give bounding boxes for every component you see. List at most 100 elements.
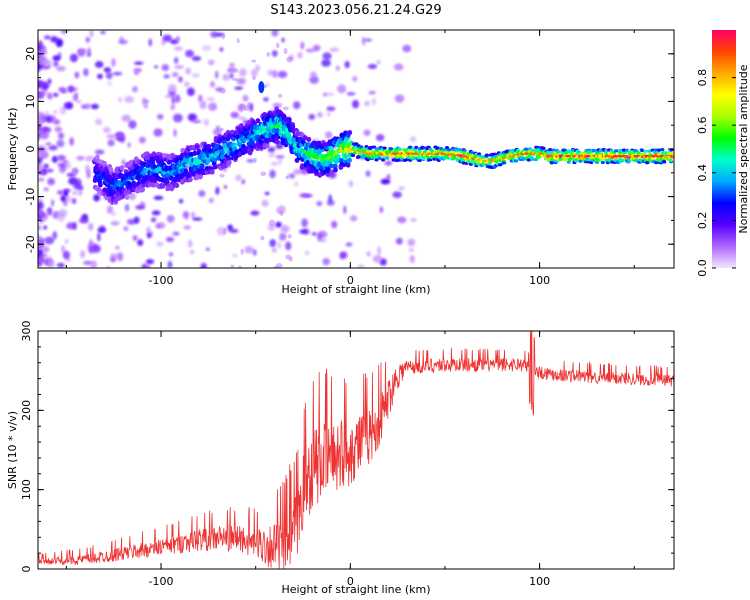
heatmap-core-cell — [262, 129, 264, 133]
heatmap-core-cell — [503, 156, 505, 160]
heatmap-noise-cell — [38, 199, 42, 203]
heatmap-noise-cell — [75, 99, 82, 104]
heatmap-ridge-cell — [624, 148, 629, 152]
heatmap-ridge-cell — [437, 149, 442, 153]
heatmap-ridge-cell — [306, 136, 312, 143]
heatmap-noise-cell — [106, 134, 116, 139]
heatmap-ridge-cell — [108, 166, 114, 173]
heatmap-noise-cell — [38, 124, 42, 131]
heatmap-core-cell — [116, 183, 119, 187]
heatmap-noise-cell — [208, 102, 218, 111]
heatmap-core-cell — [616, 154, 619, 158]
heatmap-noise-cell — [283, 47, 288, 55]
heatmap-noise-cell — [328, 194, 332, 203]
heatmap-noise-cell — [89, 30, 94, 38]
heatmap-noise-cell — [117, 252, 124, 262]
heatmap-noise-cell — [253, 157, 257, 163]
heatmap-core-cell — [572, 154, 574, 158]
heatmap-core-cell — [551, 154, 554, 158]
heatmap-noise-cell — [242, 94, 249, 102]
heatmap-noise-cell — [43, 187, 49, 192]
heatmap-noise-cell — [350, 215, 358, 222]
heatmap-noise-cell — [299, 229, 308, 234]
snr-y-label: SNR (10 * v/v) — [6, 411, 19, 489]
heatmap-core-cell — [304, 150, 306, 154]
heatmap-noise-cell — [78, 48, 87, 54]
heatmap-ridge-cell — [290, 124, 296, 130]
heatmap-ridge-cell — [347, 157, 352, 163]
heatmap-noise-cell — [175, 36, 180, 42]
heatmap-ridge-cell — [566, 160, 571, 164]
heatmap-ridge-cell — [164, 179, 170, 185]
heatmap-core-cell — [429, 152, 431, 155]
heatmap-noise-cell — [266, 51, 271, 57]
heatmap-noise-cell — [169, 252, 173, 257]
heatmap-ridge-cell — [131, 180, 137, 186]
heatmap-noise-cell — [171, 96, 176, 105]
axis-tick-label: 0.6 — [696, 116, 709, 134]
heatmap-noise-cell — [207, 59, 215, 66]
heatmap-ridge-cell — [462, 148, 467, 153]
heatmap-noise-cell — [372, 98, 376, 105]
heatmap-core-cell — [472, 157, 474, 160]
heatmap-ridge-cell — [382, 146, 387, 150]
heatmap-core-cell — [380, 152, 382, 155]
heatmap-noise-cell — [275, 143, 284, 149]
heatmap-core-cell — [104, 179, 106, 182]
heatmap-noise-cell — [234, 86, 244, 90]
heatmap-core-cell — [413, 152, 415, 155]
heatmap-core-cell — [482, 159, 484, 163]
heatmap-noise-cell — [166, 214, 175, 223]
heatmap-noise-cell — [239, 103, 247, 110]
heatmap-core-cell — [524, 152, 527, 155]
heatmap-noise-cell — [219, 127, 224, 132]
heatmap-ridge-cell — [141, 182, 146, 188]
heatmap-noise-cell — [57, 190, 64, 195]
heatmap-core-cell — [327, 157, 329, 160]
heatmap-noise-cell — [156, 241, 164, 247]
heatmap-core-cell — [614, 154, 616, 158]
heatmap-ridge-cell — [206, 143, 211, 150]
heatmap-noise-cell — [260, 171, 267, 177]
heatmap-core-cell — [525, 152, 528, 155]
heatmap-ridge-cell — [313, 169, 319, 175]
heatmap-noise-cell — [38, 236, 42, 240]
heatmap-core-cell — [295, 144, 297, 148]
heatmap-noise-cell — [271, 30, 279, 37]
heatmap-noise-cell — [132, 235, 138, 241]
heatmap-ridge-cell — [391, 158, 396, 162]
heatmap-ridge-cell — [188, 176, 193, 183]
heatmap-core-cell — [646, 154, 648, 158]
heatmap-ridge-cell — [576, 150, 581, 154]
heatmap-noise-cell — [71, 198, 77, 204]
heatmap-noise-cell — [73, 182, 83, 190]
heatmap-noise-cell — [57, 51, 62, 60]
heatmap-ridge-cell — [381, 158, 386, 162]
heatmap-noise-cell — [286, 56, 293, 63]
heatmap-noise-cell — [199, 100, 207, 110]
heatmap-noise-cell — [90, 103, 99, 110]
heatmap-noise-cell — [202, 45, 212, 52]
heatmap-noise-cell — [277, 241, 282, 249]
heatmap-noise-cell — [386, 173, 391, 181]
heatmap-noise-cell — [215, 70, 219, 79]
heatmap-noise-cell — [227, 224, 233, 231]
heatmap-noise-cell — [38, 150, 43, 158]
heatmap-noise-cell — [69, 53, 78, 63]
colorbar-label: Normalized spectral amplitude — [737, 64, 750, 233]
heatmap-noise-cell — [219, 173, 225, 178]
heatmap-noise-cell — [38, 209, 44, 217]
heatmap-ridge-cell — [447, 148, 452, 152]
heatmap-noise-cell — [41, 246, 50, 253]
heatmap-noise-cell — [74, 71, 80, 79]
heatmap-core-cell — [415, 152, 417, 155]
heatmap-ridge-cell — [396, 154, 401, 158]
axis-tick-label: -100 — [149, 274, 174, 287]
heatmap-noise-cell — [72, 93, 76, 102]
heatmap-noise-cell — [392, 191, 402, 198]
axis-tick-label: 20 — [24, 47, 37, 61]
heatmap-noise-cell — [322, 92, 329, 97]
heatmap-ridge-cell — [214, 143, 219, 149]
heatmap-noise-cell — [105, 72, 113, 80]
heatmap-core-cell — [236, 143, 238, 146]
